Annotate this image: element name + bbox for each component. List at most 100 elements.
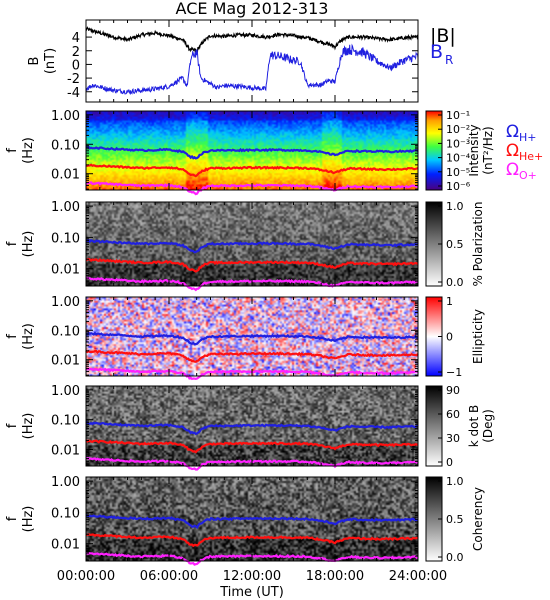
legend-omega-he-plus-subscript: He+ [519,150,543,163]
spectrogram-panel-ellipticity: 1.00 0.10 0.01 f (Hz) 1 0 −1 Ellipticity [5,295,485,381]
spectrogram-ytick-label: 1.00 [51,295,80,310]
colorbar-tick-label: 60 [446,408,460,421]
spectrogram-ylabel-line: (Hz) [21,137,36,164]
he-plus-gyrofrequency-line [85,439,419,454]
b-field-ylabel-line: (nT) [43,48,58,74]
colorbar-wave-normal-angle [425,385,443,467]
colorbar-tick-label: 10⁻³ [446,137,470,150]
spectrogram-ytick-label: 0.10 [51,506,80,521]
colorbar-tick-label: 10⁻⁴ [446,152,471,165]
spectrogram-ytick-label: 0.01 [51,263,80,278]
spectrogram-ylabel-line: (Hz) [21,506,36,533]
h-plus-gyrofrequency-line [85,238,419,254]
time-tick-label: 24:00:00 [389,569,447,584]
colorbar-tick-label: 1 [446,295,453,308]
b-field-ytick-label: 0 [72,58,80,73]
colorbar-tick-label: 0 [446,456,453,469]
colorbar-label: % Polarization [471,202,485,287]
legend-omega-he-plus: Ω [506,141,519,161]
colorbar-tick-label: 10⁻² [446,123,470,136]
h-plus-gyrofrequency-line [85,331,419,346]
colorbar-tick-label: 90 [446,384,460,397]
spectrogram-ylabel-line: f [5,148,20,153]
spectrogram-ytick-label: 0.01 [51,538,80,553]
colorbar-label: Intensity (nT²/Hz) [467,124,495,176]
spectrogram-ytick-label: 0.10 [51,231,80,246]
spectrogram-ylabel-line: (Hz) [21,413,36,440]
legend-omega-h-plus-subscript: H+ [519,131,537,144]
time-tick-label: 06:00:00 [140,569,198,584]
spectrogram-ylabel: f (Hz) [5,413,36,440]
spectrogram-ytick-label: 0.01 [51,444,80,459]
spectrogram-ylabel-line: (Hz) [21,323,36,350]
legend-b-magnitude: |B| [430,25,456,47]
time-axis: 00:00:00 06:00:00 12:00:00 18:00:00 24:00:00 [57,569,447,584]
legend-omega-h-plus: Ω [506,122,519,142]
colorbar-tick-label: 0.0 [446,551,464,564]
colorbar-tick-label: 1.0 [446,475,464,488]
colorbar-label: Coherency [471,487,485,551]
spectrogram-ytick-label: 1.00 [51,200,80,215]
spectrogram-panel-wave-normal-angle: 1.00 0.10 0.01 f (Hz) 90 60 30 0 k dot B (Deg) [5,384,495,471]
spectrogram-ytick-label: 1.00 [51,109,80,124]
b-field-ytick-label: 4 [72,31,80,46]
x-axis-label: Time (UT) [219,585,284,600]
legend-b-radial: B [430,41,443,63]
colorbar-label-line: % Polarization [471,202,485,287]
spectrogram-panel-intensity: 1.00 0.10 0.01 f (Hz) 10⁻¹10⁻²10⁻³ 10⁻⁴10⁻⁵10⁻… [5,109,543,196]
series-b-radial [85,43,419,96]
colorbar-label-line: Coherency [471,487,485,551]
time-tick-label: 00:00:00 [57,569,115,584]
spectrogram-ytick-label: 0.01 [51,168,80,183]
h-plus-gyrofrequency-line [85,514,419,530]
b-field-ylabel: B (nT) [27,48,58,74]
b-field-panel: 420-2-4B (nT)|B|B R [27,19,456,103]
time-tick-label: 18:00:00 [306,569,364,584]
b-field-ytick-label: -4 [67,86,80,101]
colorbar-tick-label: 0.5 [446,238,464,251]
colorbar-label-line: Ellipticity [471,309,485,364]
legend-b-radial-subscript: R [445,53,453,67]
legend-omega-o-plus: Ω [506,160,519,180]
panels: 420-2-4B (nT)|B|B R1.000.100.01f (Hz)10⁻¹10… [5,19,543,566]
h-plus-gyrofrequency-line [85,145,419,160]
colorbar-tick-label: 1.0 [446,200,464,213]
colorbar-label-line: Intensity [467,124,481,176]
spectrogram-ylabel-line: f [5,334,20,339]
spectrogram-ylabel-line: (Hz) [21,231,36,258]
spectrogram-ylabel-line: f [5,516,20,521]
spectrogram-ytick-label: 1.00 [51,384,80,399]
colorbar-tick-label: 10⁻⁶ [446,180,471,193]
series-b-magnitude [85,26,419,54]
spectrogram-ylabel-line: f [5,241,20,246]
he-plus-gyrofrequency-line [85,533,419,548]
spectrogram-panel-coherency: 1.00 0.10 0.01 f (Hz) 1.0 0.5 0.0 Coherency [5,475,485,566]
colorbar-tick-label: 30 [446,432,460,445]
time-tick-label: 12:00:00 [223,569,281,584]
spectrogram-ytick-label: 0.10 [51,324,80,339]
colorbar-tick-label: 10⁻¹ [446,109,470,122]
colorbar-intensity [425,110,443,191]
spectrogram-ytick-label: 0.10 [51,414,80,429]
b-field-ytick-label: 2 [72,45,80,60]
b-field-ytick-label: -2 [67,72,80,87]
colorbar-label: k dot B (Deg) [467,405,495,447]
spectrogram-ylabel: f (Hz) [5,323,36,350]
colorbar-label-line: k dot B [467,405,481,447]
h-plus-gyrofrequency-line [85,421,418,436]
colorbar-tick-label: 10⁻⁵ [446,166,470,179]
colorbar-label: Ellipticity [471,309,485,364]
colorbar-tick-label: 0.5 [446,513,464,526]
legend-omega-o-plus-subscript: O+ [519,169,537,182]
he-plus-gyrofrequency-line [85,349,419,363]
colorbar-tick-label: 0.0 [446,276,464,289]
spectrogram-panel-polarization: 1.00 0.10 0.01 f (Hz) 1.0 0.5 0.0 % Polarization [5,200,485,292]
spectrogram-ytick-label: 0.10 [51,138,80,153]
colorbar-tick-label: −1 [446,366,462,379]
spectrogram-ylabel: f (Hz) [5,231,36,258]
spectrogram-ytick-label: 0.01 [51,354,80,369]
colorbar-label-line: (Deg) [481,409,495,443]
b-field-ylabel-line: B [27,57,42,66]
figure-title: ACE Mag 2012-313 [176,0,329,18]
